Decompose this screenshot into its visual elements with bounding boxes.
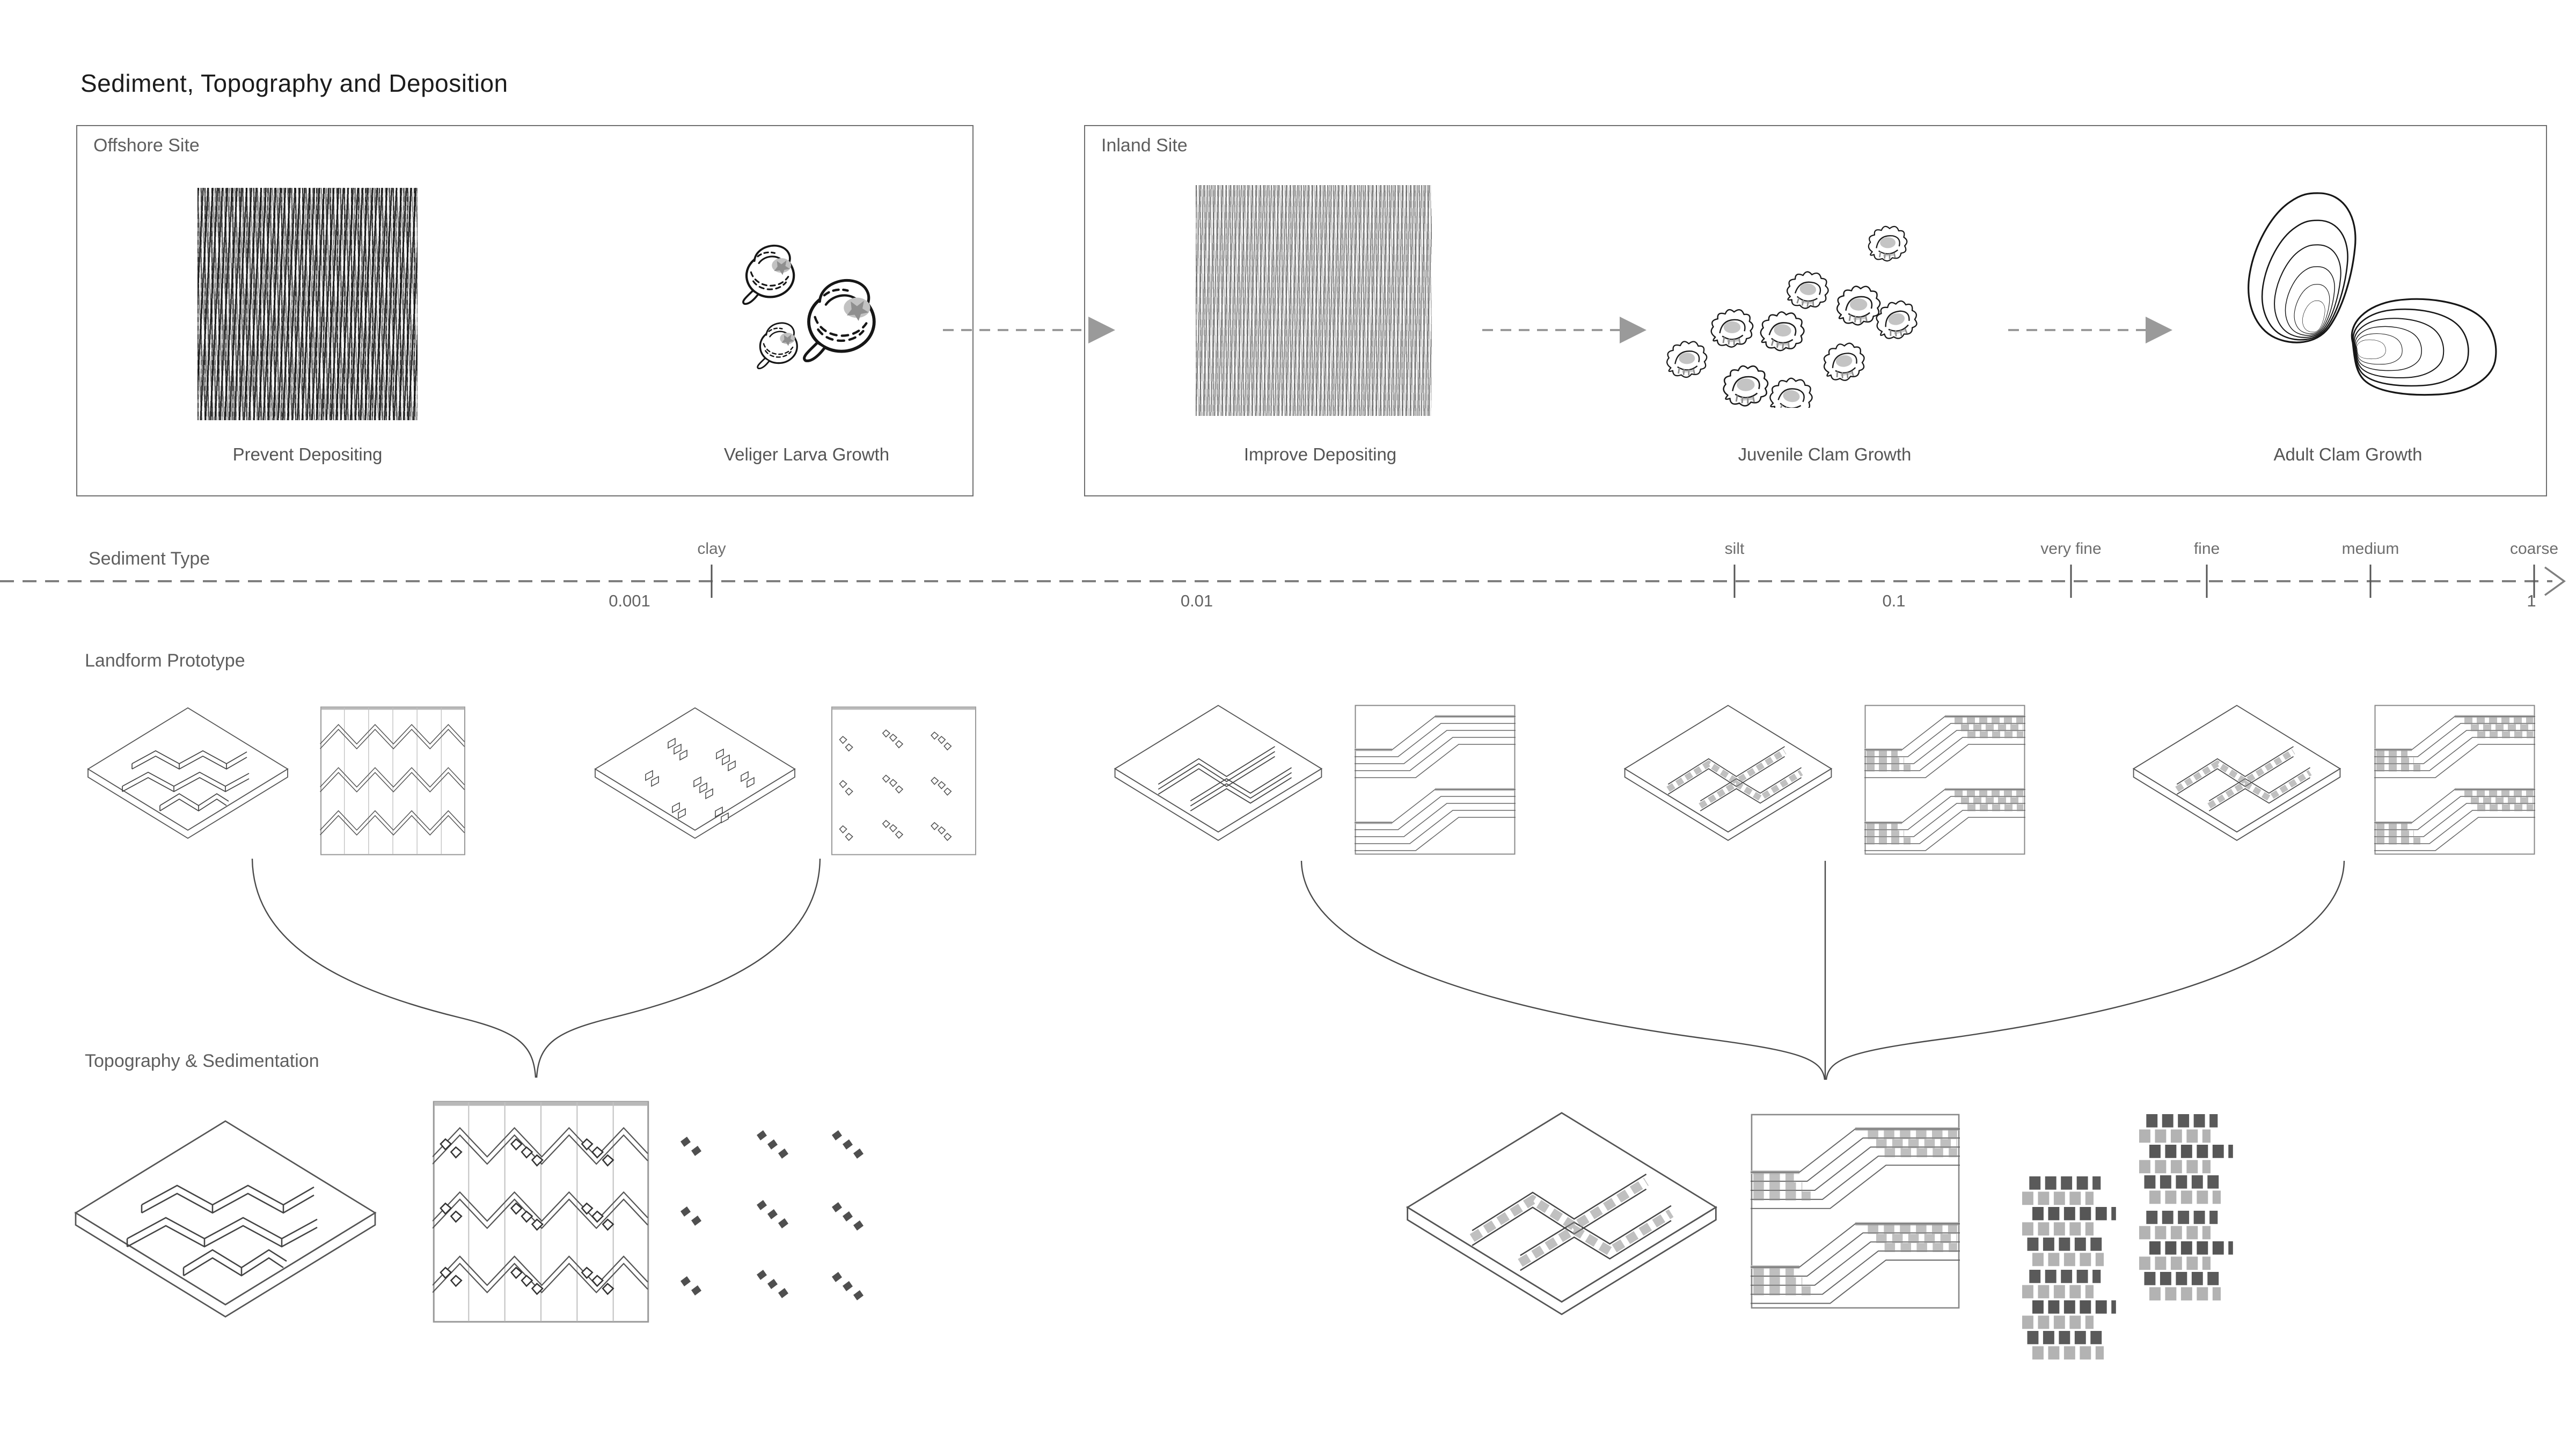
caption-improve-depositing: Improve Depositing: [1243, 444, 1397, 464]
caption-juvenile-clam-growth: Juvenile Clam Growth: [1738, 444, 1912, 464]
scale-tick-label-coarse: coarse: [2509, 540, 2559, 558]
scale-value-1: 1: [2527, 591, 2536, 610]
inland-sediment-texture: [1196, 185, 1432, 416]
proto-iso-bricks-plate: [1615, 698, 1841, 859]
scale-arrowhead-icon: [2544, 566, 2566, 596]
topo-plan-bricks-large: [1751, 1103, 1960, 1319]
proto-plan-bricks-dense: [2374, 704, 2535, 855]
scale-value-0001: 0.001: [609, 591, 650, 610]
scale-tick-label-very-fine: very fine: [2040, 540, 2102, 558]
inland-site-label: Inland Site: [1101, 135, 1188, 156]
section-label-landform: Landform Prototype: [85, 650, 245, 671]
section-label-topography: Topography & Sedimentation: [85, 1051, 319, 1071]
topo-plan-chevron-marked: [433, 1100, 649, 1323]
page-title: Sediment, Topography and Deposition: [80, 69, 508, 97]
proto-plan-steps: [1355, 704, 1516, 855]
proto-plan-bricks: [1864, 704, 2025, 855]
flow-arrow-offshore-to-inland: [943, 317, 1115, 343]
scale-value-001: 0.01: [1180, 591, 1213, 610]
proto-iso-bricks-plate-dense: [2124, 698, 2350, 859]
topo-iso-bricks-large: [1395, 1101, 1728, 1342]
proto-iso-strips-plate: [1106, 698, 1331, 859]
scale-value-01: 0.1: [1882, 591, 1906, 610]
flow-arrow-depositing-to-juvenile: [1482, 317, 1646, 343]
topo-sediment-grid-clusters: [2007, 1111, 2265, 1379]
scale-tick-label-clay: clay: [697, 540, 726, 558]
caption-adult-clam-growth: Adult Clam Growth: [2273, 444, 2423, 464]
proto-iso-dots-plate: [588, 700, 802, 856]
offshore-site-label: Offshore Site: [93, 135, 200, 156]
flow-arrow-juvenile-to-adult: [2008, 317, 2172, 343]
sediment-scale-line: [0, 565, 2566, 598]
caption-veliger-larva-growth: Veliger Larva Growth: [723, 444, 890, 464]
scale-title: Sediment Type: [89, 548, 210, 569]
caption-prevent-depositing: Prevent Depositing: [232, 444, 383, 464]
proto-plan-dots: [831, 706, 976, 855]
scale-tick-label-medium: medium: [2341, 540, 2399, 558]
scale-tick-label-fine: fine: [2193, 540, 2220, 558]
brace-left: [251, 858, 821, 1078]
scale-tick-label-silt: silt: [1724, 540, 1745, 558]
topo-sediment-diamond-clusters: [671, 1127, 896, 1320]
proto-iso-chevron-plate: [80, 700, 295, 856]
proto-plan-chevron: [320, 706, 466, 855]
topo-iso-chevron-large: [64, 1110, 386, 1343]
offshore-sediment-texture: [197, 188, 418, 420]
brace-right: [1300, 860, 2345, 1080]
